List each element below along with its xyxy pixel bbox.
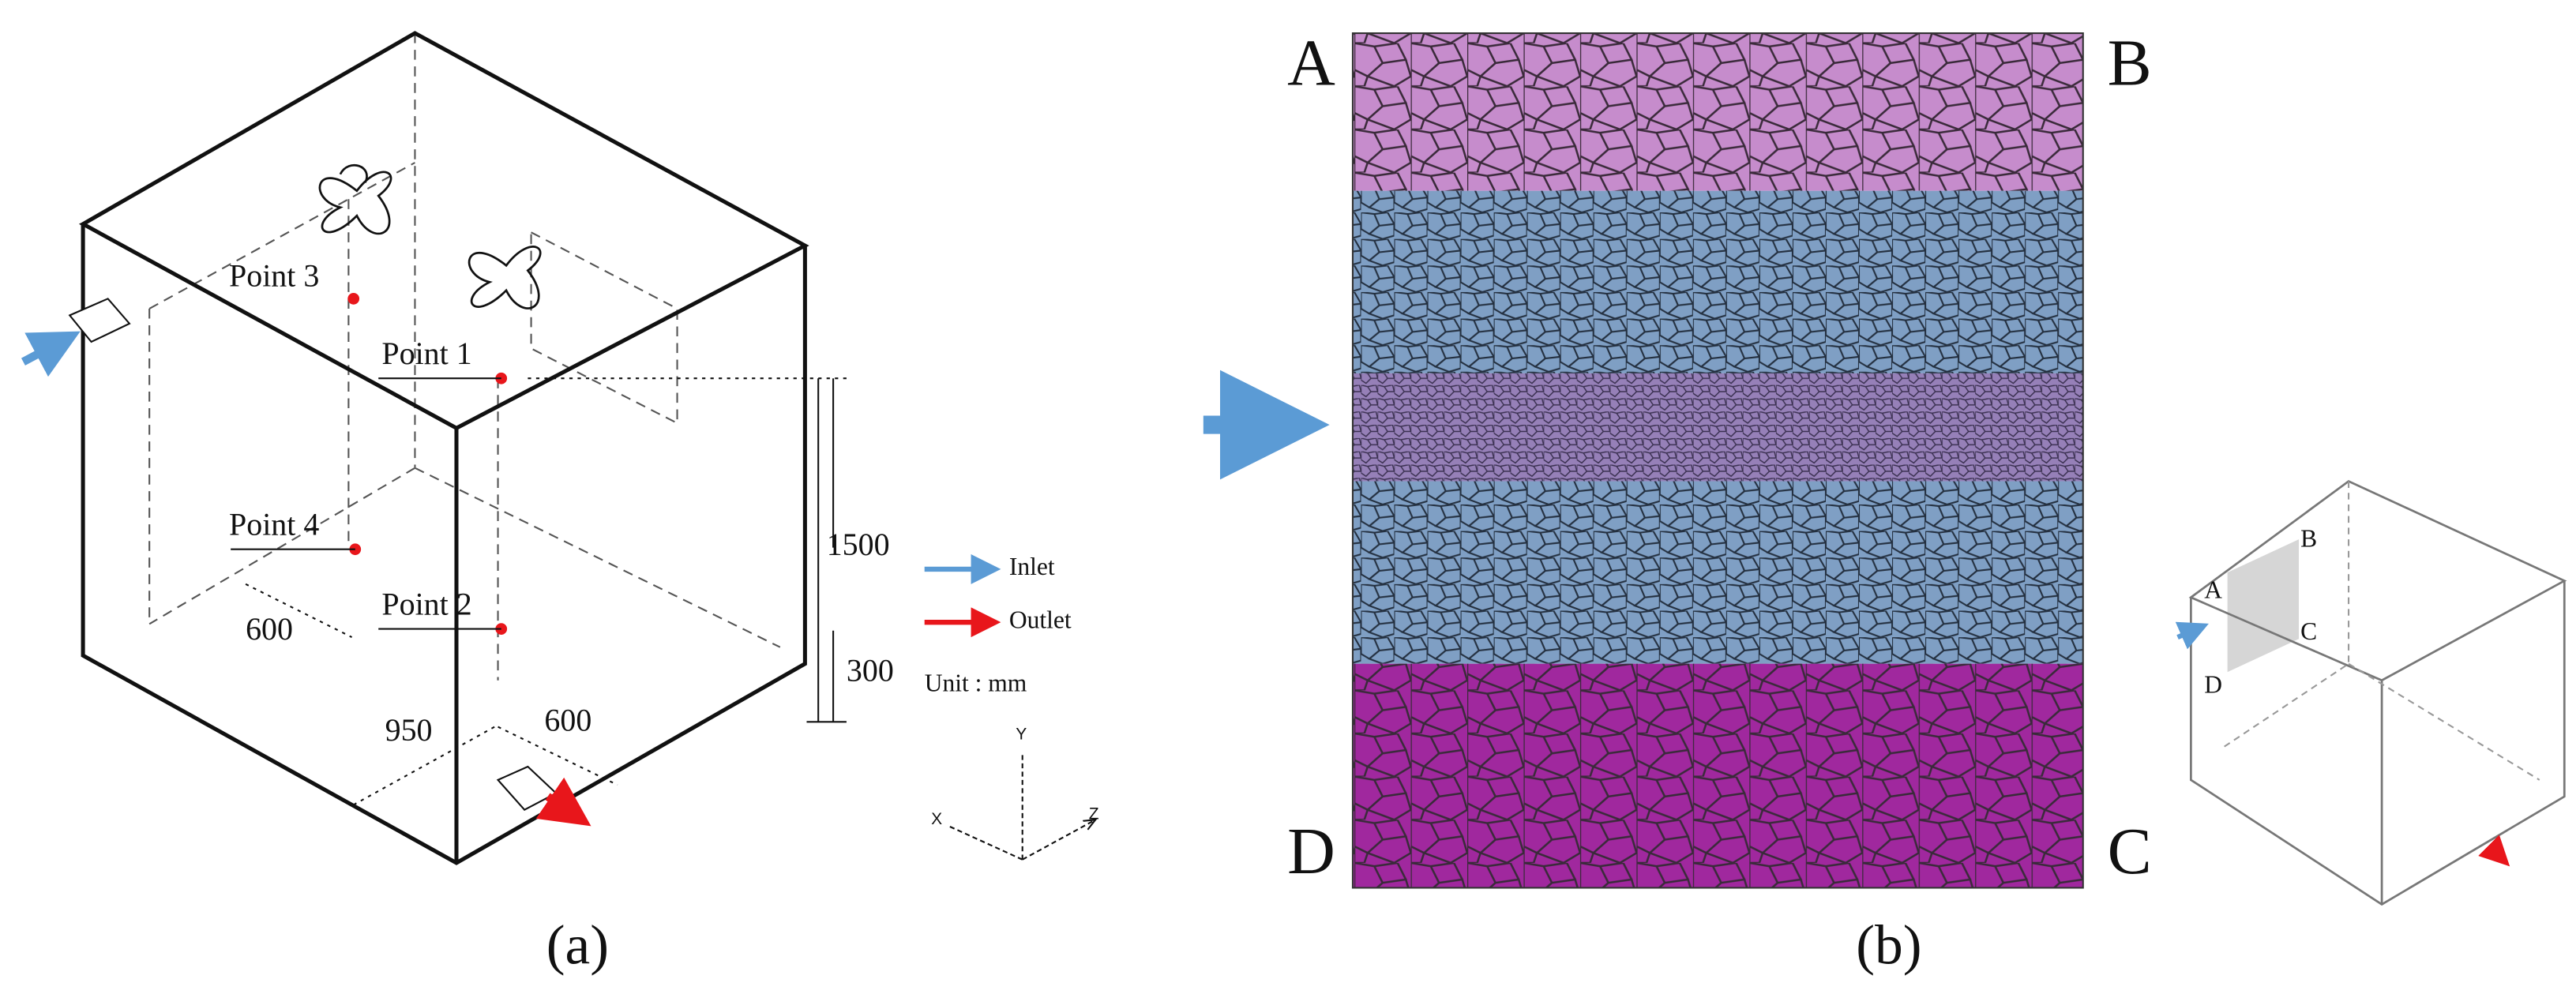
shape (1352, 190, 2083, 373)
point-label: Point 2 (381, 586, 471, 621)
dimension-label: 950 (385, 712, 433, 748)
caption: (a) (546, 914, 609, 977)
shape (2188, 479, 2567, 906)
dimension-label: 600 (544, 703, 591, 738)
inset-corner-label: C (2300, 617, 2317, 645)
shape (353, 726, 618, 806)
inlet-pipe (21, 298, 131, 377)
dimension-label: 300 (847, 652, 894, 688)
outlet-pipe (496, 765, 591, 827)
shape (496, 765, 558, 812)
inset-corner-label: A (2204, 576, 2222, 604)
shape (2175, 621, 2209, 650)
shape (78, 31, 809, 865)
shape (245, 583, 353, 639)
shape (1352, 663, 2083, 888)
shape (347, 292, 360, 305)
shape (468, 246, 542, 309)
corner-label: C (2108, 815, 2152, 888)
unit-label: Unit : mm (925, 669, 1027, 696)
shape (21, 331, 81, 377)
shape (1351, 32, 2084, 889)
legend-label: Inlet (1009, 553, 1055, 580)
caption: (b) (1856, 914, 1921, 977)
shape (1352, 373, 2083, 482)
axis-label: Y (1016, 726, 1027, 744)
inset-corner-label: B (2300, 524, 2317, 552)
shape (68, 298, 131, 343)
axis-label: X (931, 810, 942, 828)
shape (2478, 835, 2510, 867)
shape (2223, 481, 2540, 781)
tank-diagram: Point 3 Point 1 Point 4 Point 2 1500 300… (21, 31, 1099, 977)
shape (948, 755, 1095, 861)
dimension-label: 600 (246, 611, 293, 647)
dimension-label: 1500 (827, 527, 890, 562)
shape (817, 378, 835, 722)
fan (318, 164, 542, 309)
shape (231, 377, 501, 630)
legend-label: Outlet (1009, 606, 1072, 633)
shape (1352, 481, 2083, 664)
corner-label: D (1287, 815, 1335, 888)
mesh-view: A B C D (b) (1203, 27, 2152, 977)
inset-tank: A B C D (2175, 479, 2567, 906)
corner-label: B (2108, 27, 2152, 100)
axis-label: Z (1089, 805, 1099, 823)
shape (2227, 539, 2299, 673)
shape (318, 164, 392, 235)
shape (535, 777, 591, 827)
point-label: Point 1 (381, 336, 471, 371)
corner-label: A (1287, 27, 1335, 100)
shape (1352, 33, 2083, 191)
shape (148, 33, 781, 681)
inset-corner-label: D (2204, 670, 2222, 698)
point-label: Point 3 (229, 257, 319, 293)
point-label: Point 4 (229, 507, 319, 542)
